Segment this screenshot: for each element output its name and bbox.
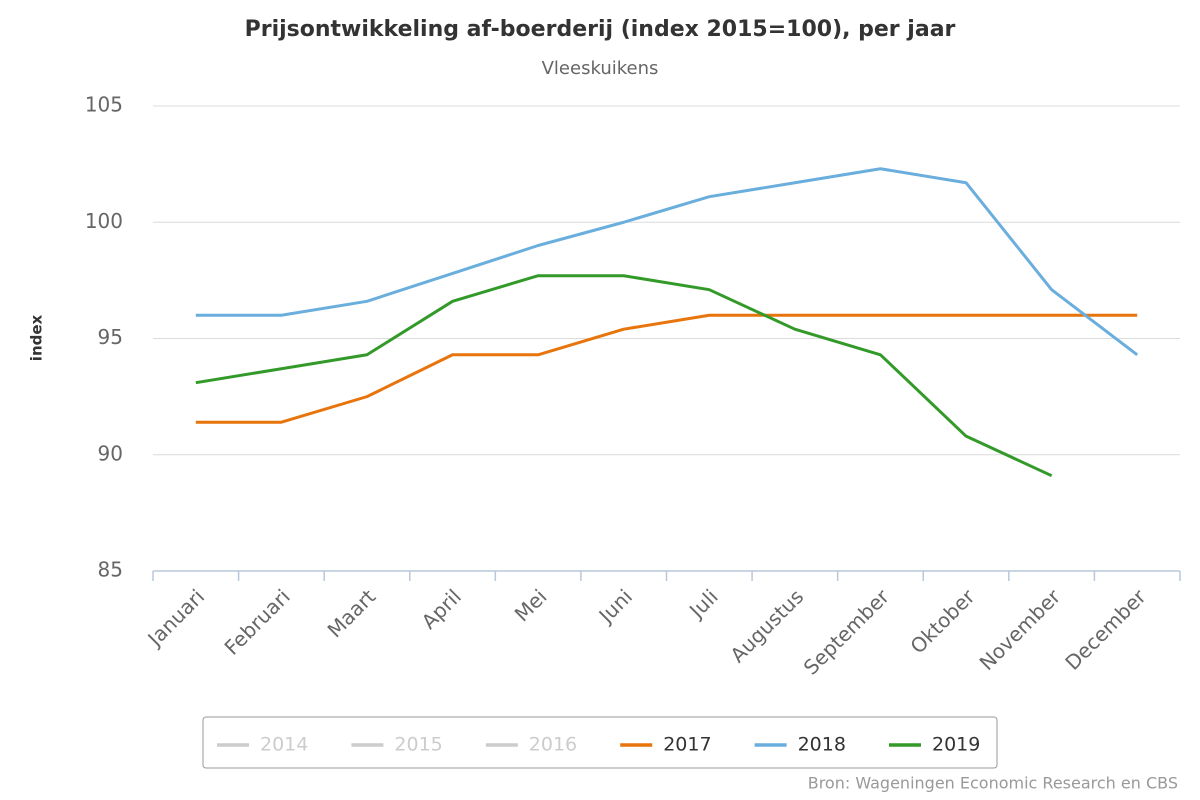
x-tick-label: Oktober: [905, 584, 980, 659]
y-tick-label: 105: [85, 93, 123, 117]
x-tick-label: September: [799, 584, 895, 680]
legend-label[interactable]: 2014: [260, 734, 308, 756]
legend-label[interactable]: 2018: [798, 734, 846, 756]
series-line: [195, 313, 1138, 424]
source: Bron: Wageningen Economic Research en CB…: [808, 774, 1178, 793]
x-tick-label: Mei: [510, 584, 552, 626]
chart-title: Prijsontwikkeling af-boerderij (index 20…: [245, 17, 956, 42]
x-tick-label: April: [417, 584, 466, 633]
x-tick-label: Juli: [683, 584, 722, 623]
y-tick-label: 90: [98, 441, 123, 465]
y-tick-label: 100: [85, 209, 123, 233]
y-tick-label: 95: [98, 325, 123, 349]
x-tick-label: Januari: [142, 584, 210, 652]
x-tick-label: Augustus: [726, 584, 809, 667]
series-line: [195, 274, 1053, 478]
x-tick-label: Maart: [323, 584, 381, 642]
legend-box: [202, 716, 998, 769]
x-tick-label: Juni: [593, 584, 637, 628]
x-tick-label: Februari: [220, 584, 295, 659]
y-axis-title: index: [28, 314, 46, 361]
x-tick-label: November: [975, 584, 1066, 675]
legend-label[interactable]: 2015: [394, 734, 442, 756]
legend-label[interactable]: 2017: [663, 734, 711, 756]
x-tick-label: December: [1060, 584, 1151, 675]
y-tick-label: 85: [98, 558, 123, 582]
chart-subtitle: Vleeskuikens: [542, 58, 659, 79]
series-line: [195, 167, 1139, 356]
legend-label[interactable]: 2016: [529, 734, 577, 756]
legend-label[interactable]: 2019: [932, 734, 980, 756]
